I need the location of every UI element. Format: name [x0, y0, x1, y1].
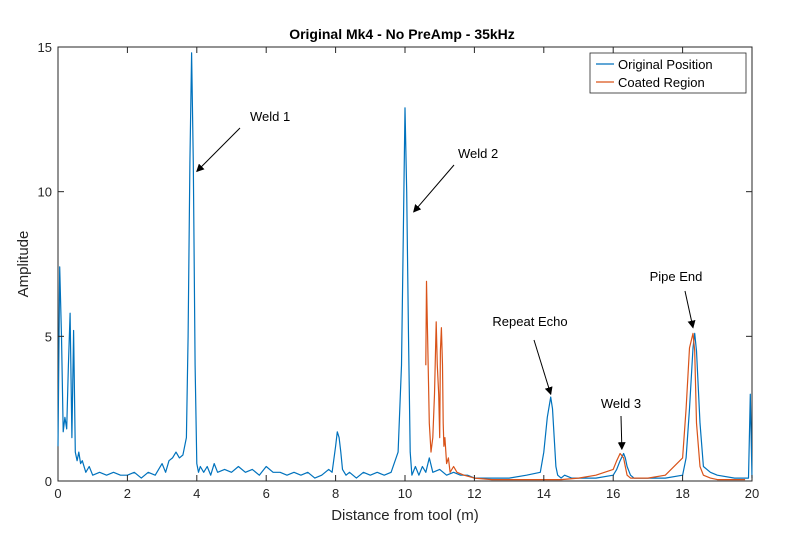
- series-line-coated-region: [425, 280, 746, 481]
- y-tick-label: 0: [45, 474, 52, 489]
- x-tick-label: 12: [467, 486, 481, 501]
- legend-box: [589, 52, 747, 94]
- x-tick-label: 8: [332, 486, 339, 501]
- annotation-arrow-repeat-echo: [533, 339, 553, 396]
- y-tick-label: 5: [45, 329, 52, 344]
- x-tick-label: 16: [606, 486, 620, 501]
- annotation-weld-1: Weld 1: [250, 109, 290, 124]
- x-tick-label: 18: [675, 486, 689, 501]
- x-tick-label: 10: [398, 486, 412, 501]
- annotations-layer: Weld 1 Weld 2 Repeat Echo Weld 3 Pipe End: [196, 109, 703, 451]
- ticks-layer: 0 2 4 6 8 10 12 14 16 18 20 0 5 10 15: [38, 40, 760, 501]
- y-axis-label: Amplitude: [15, 231, 32, 298]
- legend: Original Position Coated Region: [589, 52, 747, 94]
- series-layer: [57, 52, 753, 481]
- annotation-repeat-echo: Repeat Echo: [492, 314, 567, 329]
- annotation-arrow-weld-1: [196, 127, 241, 173]
- x-axis-label: Distance from tool (m): [331, 507, 479, 524]
- legend-label-original-position: Original Position: [618, 57, 713, 72]
- y-tick-label: 15: [38, 40, 52, 55]
- x-tick-label: 14: [537, 486, 551, 501]
- series-line-original-position: [57, 52, 753, 479]
- x-tick-label: 6: [263, 486, 270, 501]
- annotation-weld-2: Weld 2: [458, 146, 498, 161]
- annotation-pipe-end: Pipe End: [650, 269, 703, 284]
- annotation-weld-3: Weld 3: [601, 396, 641, 411]
- legend-label-coated-region: Coated Region: [618, 75, 705, 90]
- y-tick-label: 10: [38, 185, 52, 200]
- annotation-arrow-weld-3: [617, 415, 626, 451]
- x-tick-label: 2: [124, 486, 131, 501]
- chart-title: Original Mk4 - No PreAmp - 35kHz: [289, 26, 515, 42]
- x-tick-label: 20: [745, 486, 759, 501]
- x-tick-label: 0: [54, 486, 61, 501]
- annotation-arrow-pipe-end: [684, 290, 696, 329]
- annotation-arrow-weld-2: [413, 164, 455, 213]
- x-tick-label: 4: [193, 486, 200, 501]
